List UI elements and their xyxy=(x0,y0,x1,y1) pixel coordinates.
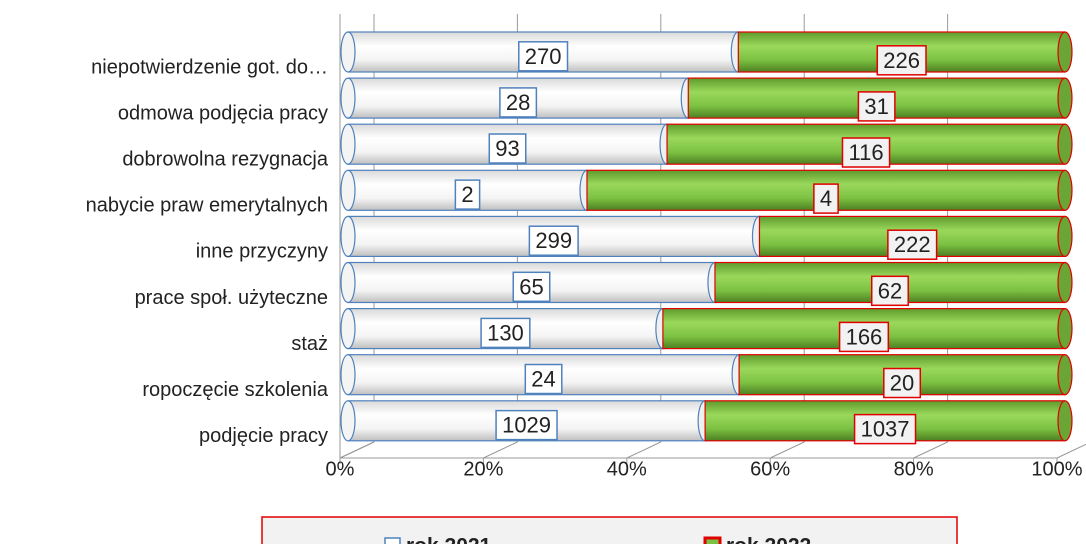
value-label: 28 xyxy=(506,90,530,115)
x-tick-label: 40% xyxy=(607,458,647,480)
y-tick-label: podjęcie pracy xyxy=(199,425,328,447)
bar-cap xyxy=(1057,354,1073,396)
value-label-box xyxy=(528,225,579,256)
value-label-box xyxy=(518,41,569,72)
value-label: 65 xyxy=(519,274,543,299)
x-tick-label: 100% xyxy=(1031,458,1082,480)
y-tick-label: nabycie praw emerytalnych xyxy=(86,195,328,217)
value-label-box xyxy=(838,321,890,353)
bar-cap xyxy=(340,261,356,304)
bar-cap xyxy=(1057,169,1073,211)
x-tick-label: 60% xyxy=(750,458,790,480)
grid-line xyxy=(339,441,375,459)
bar-cap xyxy=(1057,215,1073,257)
y-tick-label: staż xyxy=(291,333,328,355)
legend-box xyxy=(261,516,958,549)
value-label: 1037 xyxy=(861,417,910,442)
x-tick-label: 20% xyxy=(463,458,503,480)
y-tick-label: prace społ. użyteczne xyxy=(135,287,328,309)
value-label-box xyxy=(512,271,551,303)
value-label-box xyxy=(499,87,538,118)
value-label: 93 xyxy=(495,136,519,161)
value-label: 222 xyxy=(894,232,931,257)
bar-cap xyxy=(1057,308,1073,350)
value-label-box xyxy=(876,45,927,76)
bar-cap xyxy=(340,123,356,165)
bar-cap xyxy=(340,400,356,442)
value-label: 1029 xyxy=(502,413,551,438)
y-tick-label: dobrowolna rezygnacja xyxy=(122,148,329,170)
value-label: 24 xyxy=(531,367,555,392)
bar-cap xyxy=(1057,123,1073,165)
x-tick-label: 0% xyxy=(326,458,355,480)
value-label: 62 xyxy=(878,278,902,303)
y-tick-label: odmowa podjęcia pracy xyxy=(118,102,328,124)
value-label: 270 xyxy=(525,44,562,69)
bar-cap xyxy=(1057,77,1073,119)
y-tick-label: inne przyczyny xyxy=(196,241,328,263)
legend-swatch xyxy=(384,537,401,549)
value-label: 2 xyxy=(461,182,473,207)
grid-line xyxy=(483,441,518,459)
value-label-box xyxy=(480,317,531,349)
legend-swatch xyxy=(703,536,722,549)
value-label-box xyxy=(870,275,909,307)
grid-line xyxy=(626,441,662,459)
value-label-box xyxy=(813,183,839,214)
bar-cap xyxy=(1057,261,1073,304)
value-label: 116 xyxy=(848,140,883,165)
bar-cap xyxy=(340,308,356,350)
value-label-box xyxy=(883,367,922,399)
bar-cap xyxy=(340,31,356,73)
grid-line xyxy=(913,441,948,459)
bar-cap xyxy=(340,215,356,257)
bar-cap xyxy=(340,77,356,119)
value-label: 4 xyxy=(820,186,832,211)
value-label-box xyxy=(495,409,558,441)
value-label-box xyxy=(524,363,563,395)
value-label: 31 xyxy=(864,94,888,119)
value-label: 226 xyxy=(883,48,920,73)
value-label-box xyxy=(857,91,896,122)
legend-label: rok 2022 xyxy=(726,535,811,544)
grid-line xyxy=(769,441,805,459)
bar-cap xyxy=(1057,400,1073,442)
value-label: 166 xyxy=(846,324,883,349)
legend-label: rok 2021 xyxy=(406,535,492,544)
value-label-box xyxy=(841,137,891,168)
value-label: 299 xyxy=(535,228,572,253)
value-label-box xyxy=(853,413,917,445)
value-label: 20 xyxy=(890,371,914,396)
bar-cap xyxy=(340,354,356,396)
value-label-box xyxy=(887,229,938,260)
y-tick-label: niepotwierdzenie got. do… xyxy=(91,56,328,78)
bar-cap xyxy=(340,169,356,211)
grid-line xyxy=(1056,443,1086,459)
bar-cap xyxy=(1057,31,1073,73)
value-label: 130 xyxy=(487,320,524,345)
y-tick-label: ropoczęcie szkolenia xyxy=(142,379,329,401)
value-label-box xyxy=(488,133,527,164)
value-label-box xyxy=(454,179,481,210)
x-tick-label: 80% xyxy=(894,458,934,480)
